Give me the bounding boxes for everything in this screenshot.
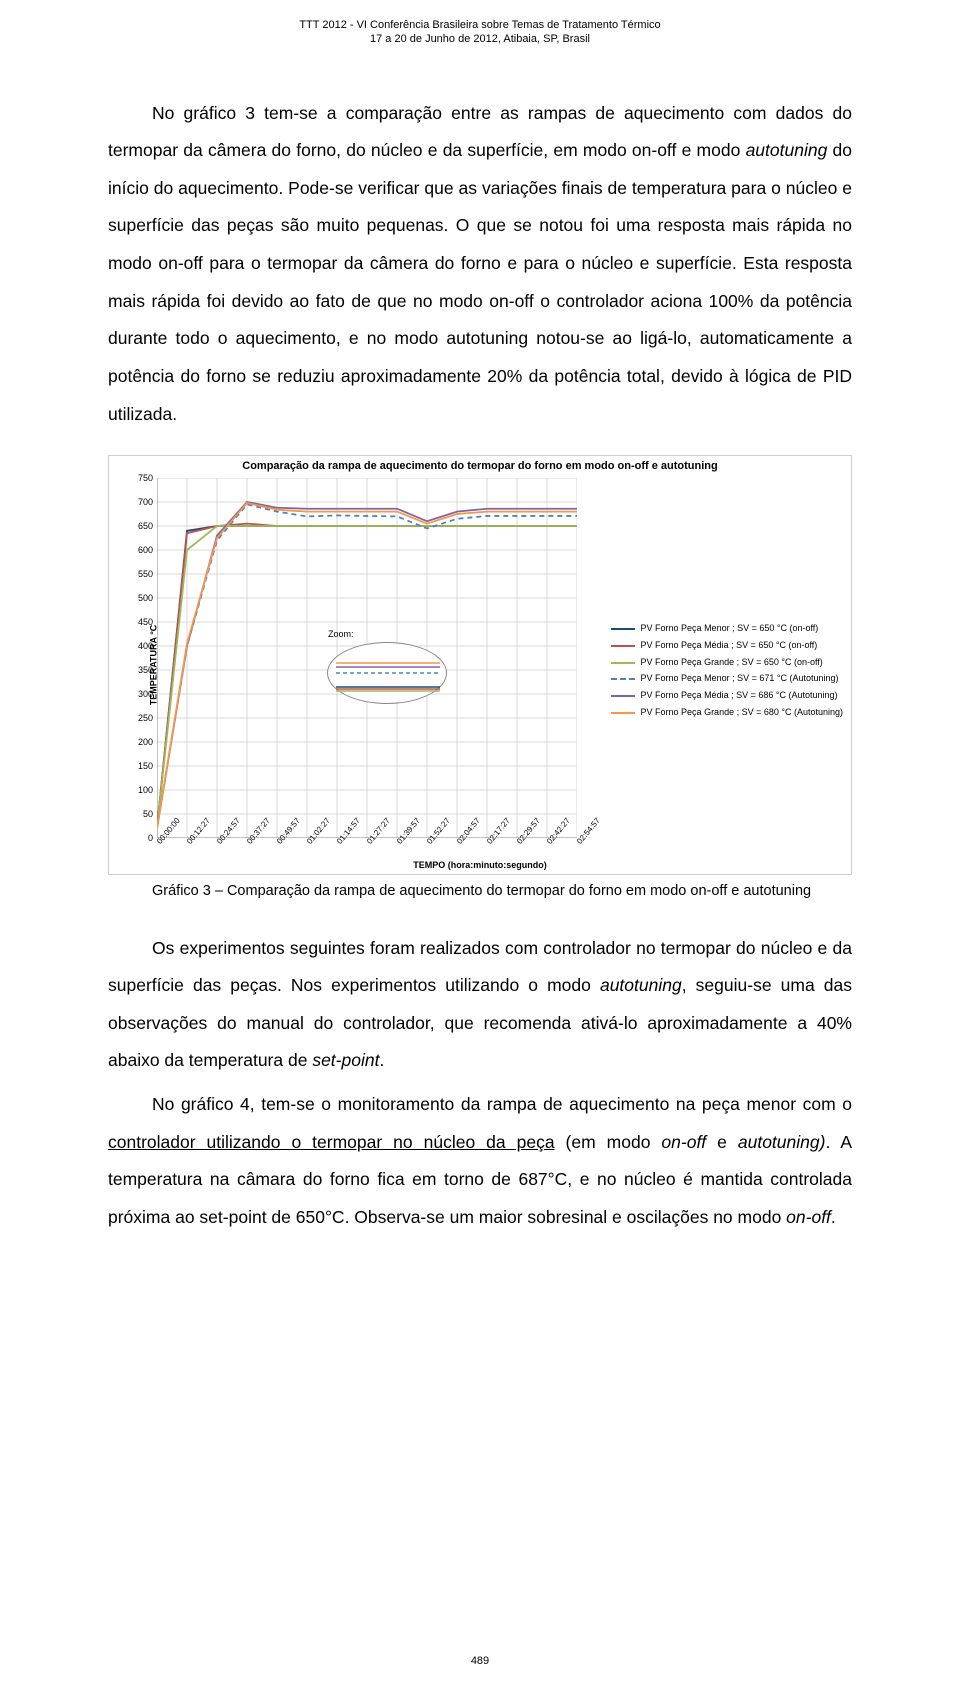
page-content: No gráfico 3 tem-se a comparação entre a… — [0, 47, 960, 1237]
ytick: 350 — [129, 665, 153, 675]
legend-label: PV Forno Peça Média ; SV = 686 °C (Autot… — [641, 688, 838, 704]
legend-swatch — [611, 645, 635, 647]
legend-label: PV Forno Peça Menor ; SV = 671 °C (Autot… — [641, 671, 839, 687]
legend-label: PV Forno Peça Média ; SV = 650 °C (on-of… — [641, 638, 818, 654]
p3a: No gráfico 4, tem-se o monitoramento da … — [152, 1094, 852, 1114]
ytick: 150 — [129, 761, 153, 771]
ytick: 50 — [129, 809, 153, 819]
p1c: do início do aquecimento. Pode-se verifi… — [108, 140, 852, 423]
ytick: 100 — [129, 785, 153, 795]
legend-item: PV Forno Peça Menor ; SV = 671 °C (Autot… — [611, 671, 843, 687]
legend-item: PV Forno Peça Grande ; SV = 650 °C (on-o… — [611, 655, 843, 671]
p1a: No gráfico 3 tem-se a comparação entre a… — [108, 103, 852, 161]
header-line1: TTT 2012 - VI Conferência Brasileira sob… — [299, 19, 660, 31]
chart-grafico-3: Comparação da rampa de aquecimento do te… — [108, 455, 852, 875]
chart-yticks: 0501001502002503003504004505005506006507… — [129, 478, 155, 838]
ytick: 550 — [129, 569, 153, 579]
ytick: 450 — [129, 617, 153, 627]
p3d: on-off — [661, 1132, 706, 1152]
ytick: 650 — [129, 521, 153, 531]
ytick: 0 — [129, 833, 153, 843]
chart-title: Comparação da rampa de aquecimento do te… — [109, 460, 851, 472]
ytick: 400 — [129, 641, 153, 651]
ytick: 250 — [129, 713, 153, 723]
chart-legend: PV Forno Peça Menor ; SV = 650 °C (on-of… — [611, 621, 843, 722]
paragraph-3: No gráfico 4, tem-se o monitoramento da … — [108, 1086, 852, 1237]
page-header: TTT 2012 - VI Conferência Brasileira sob… — [0, 0, 960, 47]
legend-swatch — [611, 695, 635, 697]
p3c: (em modo — [555, 1132, 662, 1152]
ytick: 750 — [129, 473, 153, 483]
ytick: 700 — [129, 497, 153, 507]
p3b: controlador utilizando o termopar no núc… — [108, 1132, 555, 1152]
legend-item: PV Forno Peça Grande ; SV = 680 °C (Auto… — [611, 705, 843, 721]
ytick: 500 — [129, 593, 153, 603]
legend-swatch — [611, 712, 635, 714]
zoom-inset: Zoom: — [327, 642, 447, 704]
legend-label: PV Forno Peça Menor ; SV = 650 °C (on-of… — [641, 621, 819, 637]
p3e: e — [706, 1132, 738, 1152]
ytick: 300 — [129, 689, 153, 699]
paragraph-2: Os experimentos seguintes foram realizad… — [108, 930, 852, 1081]
legend-label: PV Forno Peça Grande ; SV = 680 °C (Auto… — [641, 705, 843, 721]
header-line2: 17 a 20 de Junho de 2012, Atibaia, SP, B… — [370, 33, 590, 45]
ytick: 600 — [129, 545, 153, 555]
p3i: . — [831, 1207, 836, 1227]
legend-label: PV Forno Peça Grande ; SV = 650 °C (on-o… — [641, 655, 823, 671]
legend-swatch — [611, 678, 635, 680]
page-number: 489 — [0, 1655, 960, 1667]
p3h: on-off — [786, 1207, 831, 1227]
zoom-label: Zoom: — [328, 629, 354, 639]
legend-item: PV Forno Peça Média ; SV = 686 °C (Autot… — [611, 688, 843, 704]
paragraph-1: No gráfico 3 tem-se a comparação entre a… — [108, 95, 852, 434]
legend-item: PV Forno Peça Menor ; SV = 650 °C (on-of… — [611, 621, 843, 637]
legend-swatch — [611, 662, 635, 664]
ytick: 200 — [129, 737, 153, 747]
chart-xticks: 00:00:0000:12:2700:24:5700:37:2700:49:57… — [157, 840, 577, 870]
p2d: set-point — [312, 1050, 379, 1070]
caption-text: Gráfico 3 – Comparação da rampa de aquec… — [152, 883, 811, 899]
p1b: autotuning — [746, 140, 828, 160]
p2e: . — [379, 1050, 384, 1070]
xtick: 02:54:57 — [575, 816, 602, 846]
legend-item: PV Forno Peça Média ; SV = 650 °C (on-of… — [611, 638, 843, 654]
p3f: autotuning) — [738, 1132, 826, 1152]
legend-swatch — [611, 628, 635, 630]
chart-caption: Gráfico 3 – Comparação da rampa de aquec… — [108, 881, 852, 901]
zoom-svg — [328, 643, 448, 705]
p2b: autotuning — [600, 975, 682, 995]
